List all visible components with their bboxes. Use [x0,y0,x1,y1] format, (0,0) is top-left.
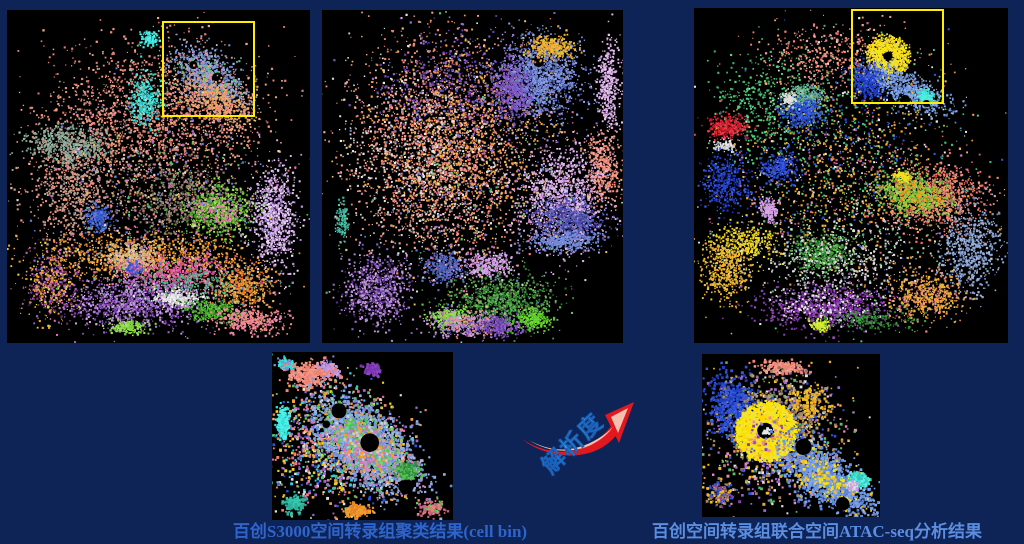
resolution-arrow: 解析度 [522,402,634,479]
highlight-box-atac [851,9,944,104]
inset-s3000-zoom-panel [272,352,453,520]
caption-atac-result: 百创空间转录组联合空间ATAC-seq分析结果 [652,522,982,541]
inset-atac-zoom-panel [702,354,880,517]
panel-middle-spatial-cluster-map [322,10,623,343]
panel-s3000-spatial-cluster-map [7,10,310,343]
arrow-swoosh-shape [522,423,621,456]
highlight-box-s3000 [162,21,255,117]
arrow-head-inner-highlight [611,408,628,433]
caption-s3000-result: 百创S3000空间转录组聚类结果(cell bin) [232,522,528,541]
